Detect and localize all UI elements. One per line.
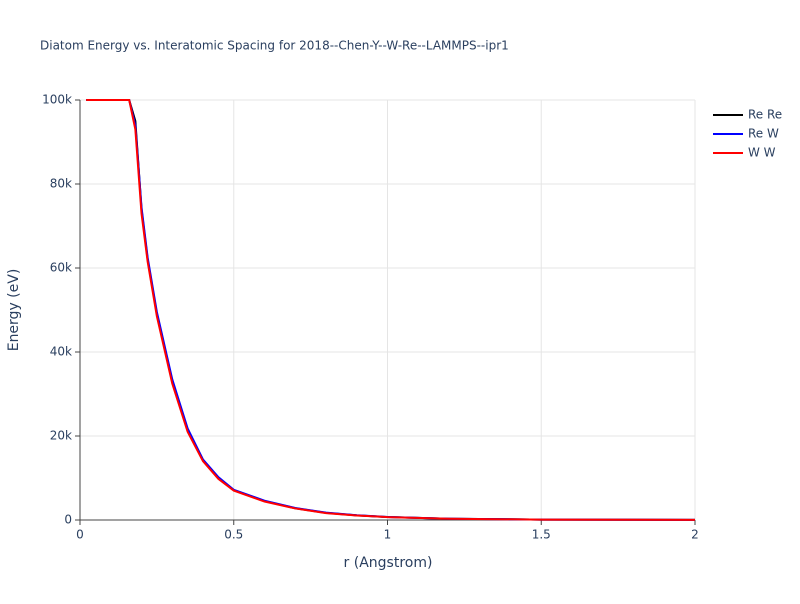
x-tick-label: 1.5 (532, 528, 551, 542)
legend-label: Re W (748, 127, 779, 141)
x-tick-label: 1 (384, 528, 392, 542)
series-line (86, 99, 696, 521)
x-tick-label: 0 (76, 528, 84, 542)
x-tick-label: 0.5 (224, 528, 243, 542)
y-tick-label: 40k (50, 345, 72, 359)
y-tick-label: 60k (50, 261, 72, 275)
y-tick-label: 80k (50, 177, 72, 191)
chart-title: Diatom Energy vs. Interatomic Spacing fo… (40, 39, 509, 53)
series-line (86, 99, 696, 521)
y-tick-label: 0 (64, 513, 72, 527)
y-tick-label: 20k (50, 429, 72, 443)
y-tick-label: 100k (42, 93, 72, 107)
legend-label: Re Re (748, 108, 782, 122)
legend-label: W W (748, 146, 776, 160)
series-line (86, 99, 696, 521)
x-axis-title: r (Angstrom) (344, 555, 433, 571)
y-axis-title: Energy (eV) (6, 269, 22, 352)
x-tick-label: 2 (691, 528, 699, 542)
